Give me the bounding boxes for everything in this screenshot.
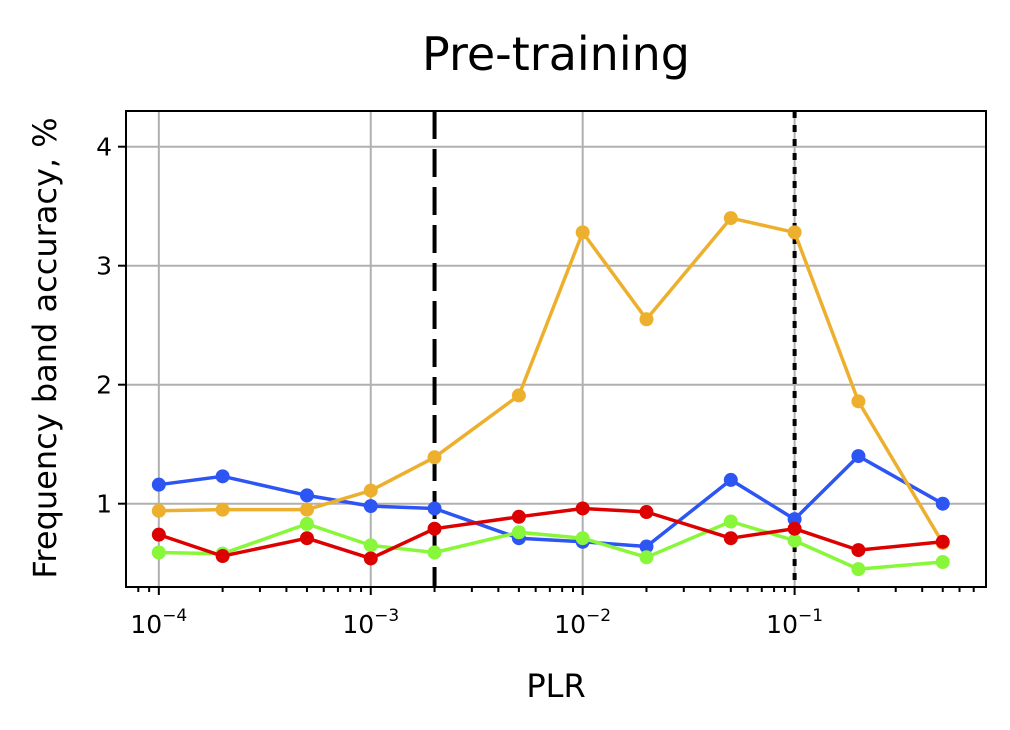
data-point-s1-7 xyxy=(639,312,654,327)
data-point-s2-7 xyxy=(639,550,654,565)
y-tick-label-2: 3 xyxy=(96,252,112,281)
data-point-s3-6 xyxy=(575,501,590,516)
data-point-s2-5 xyxy=(511,525,526,540)
series-group xyxy=(151,211,950,577)
data-point-s0-1 xyxy=(215,469,230,484)
data-point-s3-11 xyxy=(935,534,950,549)
data-point-s2-8 xyxy=(723,514,738,529)
data-point-s1-4 xyxy=(427,450,442,465)
y-tick-label-0: 1 xyxy=(96,490,112,519)
data-point-s2-4 xyxy=(427,545,442,560)
data-point-s1-5 xyxy=(511,388,526,403)
series-line-0 xyxy=(158,454,944,549)
x-tick-label-0: 10−4 xyxy=(130,606,187,639)
data-point-s2-2 xyxy=(299,516,314,531)
x-tick-label-1: 10−3 xyxy=(342,606,399,639)
x-tick-label-3: 10−1 xyxy=(766,606,823,639)
plot-frame xyxy=(125,110,987,588)
data-point-s2-3 xyxy=(363,538,378,553)
data-point-s3-5 xyxy=(511,509,526,524)
data-point-s3-0 xyxy=(151,527,166,542)
y-tick-label-3: 4 xyxy=(96,133,112,162)
reference-lines xyxy=(432,111,797,587)
data-point-s1-6 xyxy=(575,225,590,240)
data-point-s2-9 xyxy=(787,533,802,548)
data-point-s0-11 xyxy=(935,496,950,511)
y-tick-label-1: 2 xyxy=(96,371,112,400)
data-point-s0-8 xyxy=(723,472,738,487)
grid xyxy=(126,111,986,587)
series-line-2 xyxy=(158,519,943,571)
data-point-s2-11 xyxy=(935,555,950,570)
data-point-s1-10 xyxy=(851,394,866,409)
series-line-3 xyxy=(158,506,943,561)
data-point-s1-0 xyxy=(151,503,166,518)
data-point-s0-3 xyxy=(363,499,378,514)
data-point-s2-10 xyxy=(851,562,866,577)
data-point-s2-6 xyxy=(575,531,590,546)
y-axis-label: Frequency band accuracy, % xyxy=(26,117,64,578)
data-point-s1-3 xyxy=(363,483,378,498)
data-point-s3-10 xyxy=(851,543,866,558)
data-point-s0-0 xyxy=(151,477,166,492)
data-point-s3-9 xyxy=(787,521,802,536)
data-point-s3-7 xyxy=(639,505,654,520)
data-point-s0-4 xyxy=(427,501,442,516)
data-point-s0-10 xyxy=(851,449,866,464)
data-point-s0-7 xyxy=(639,539,654,554)
x-axis-label: PLR xyxy=(526,667,585,705)
data-point-s1-8 xyxy=(723,211,738,226)
series-line-1 xyxy=(158,216,945,544)
chart-title: Pre-training xyxy=(422,27,690,81)
data-point-s1-2 xyxy=(299,502,314,517)
data-point-s3-4 xyxy=(427,521,442,536)
data-point-s3-2 xyxy=(299,531,314,546)
x-tick-label-2: 10−2 xyxy=(554,606,611,639)
data-point-s3-1 xyxy=(215,549,230,564)
data-point-s1-9 xyxy=(787,225,802,240)
data-point-s2-0 xyxy=(151,545,166,560)
data-point-s1-1 xyxy=(215,502,230,517)
data-point-s0-2 xyxy=(299,488,314,503)
axis-ticks: 1 2 3 4 10−4 10−3 10−2 10−1 xyxy=(96,133,975,639)
data-point-s3-3 xyxy=(363,551,378,566)
data-point-s3-8 xyxy=(723,531,738,546)
